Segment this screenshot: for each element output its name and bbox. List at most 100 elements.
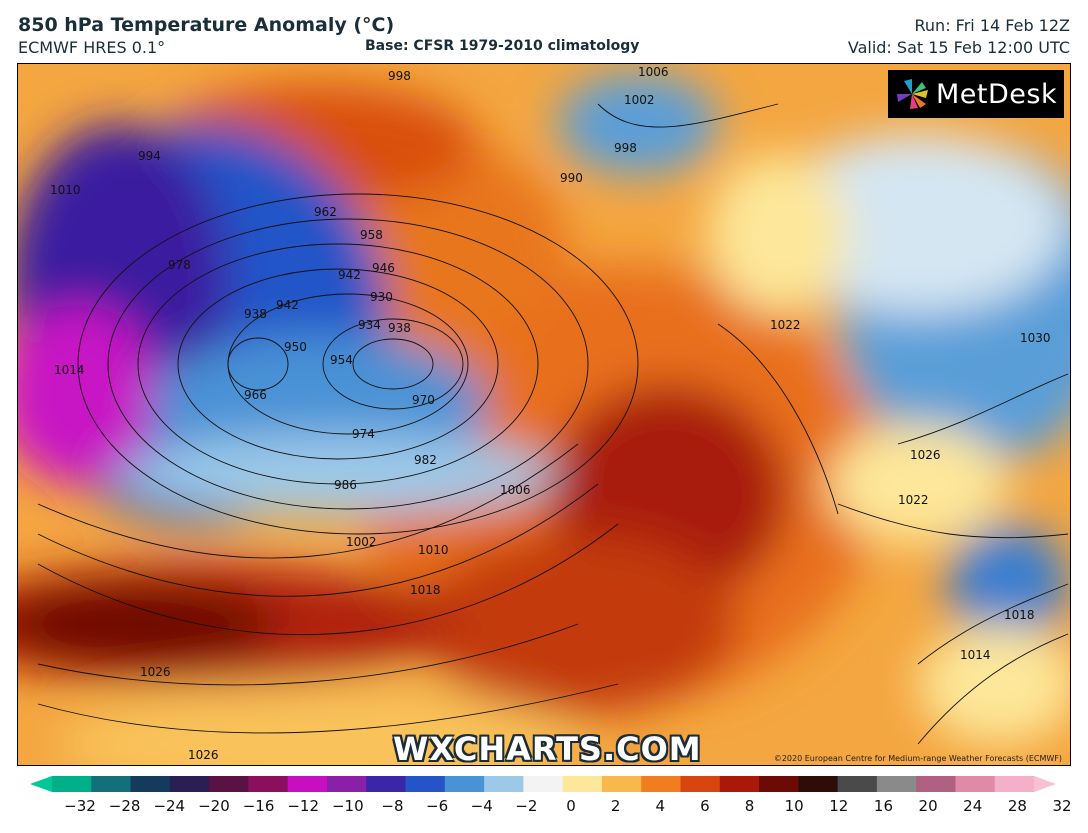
isobar-label: 962 bbox=[314, 205, 337, 219]
colorbar-cell bbox=[641, 776, 681, 792]
colorbar-cell bbox=[759, 776, 799, 792]
metdesk-logo-text: MetDesk bbox=[936, 78, 1058, 110]
colorbar-tick-label: −2 bbox=[515, 797, 538, 815]
colorbar-cell bbox=[523, 776, 564, 792]
isobar-label: 978 bbox=[168, 258, 191, 272]
isobar-label: 1018 bbox=[1004, 608, 1035, 622]
isobar-label: 1030 bbox=[1020, 331, 1051, 345]
colorbar-tick-label: 2 bbox=[610, 797, 621, 815]
colorbar-tick-label: −32 bbox=[64, 797, 96, 815]
colorbar-cell bbox=[955, 776, 996, 792]
copyright-notice: ©2020 European Centre for Medium-range W… bbox=[773, 754, 1062, 763]
colorbar-cell bbox=[837, 776, 878, 792]
isobar-label: 950 bbox=[284, 340, 307, 354]
metdesk-logo: MetDesk bbox=[888, 70, 1064, 118]
isobar-label: 938 bbox=[388, 321, 411, 335]
isobar-label: 942 bbox=[276, 298, 299, 312]
isobar-label: 986 bbox=[334, 478, 357, 492]
metdesk-pinwheel-icon bbox=[897, 79, 928, 109]
isobar-label: 1026 bbox=[910, 448, 941, 462]
isobar-label: 1002 bbox=[624, 93, 655, 107]
isobar-label: 1014 bbox=[960, 648, 991, 662]
climatology-base-label: Base: CFSR 1979-2010 climatology bbox=[365, 38, 640, 54]
valid-time-label: Valid: Sat 15 Feb 12:00 UTC bbox=[847, 38, 1070, 57]
colorbar-tick-label: 4 bbox=[655, 797, 666, 815]
colorbar-cell bbox=[444, 776, 485, 792]
isobar-label: 1010 bbox=[418, 543, 449, 557]
colorbar-tick-label: 24 bbox=[963, 797, 983, 815]
isobar-label: 938 bbox=[244, 307, 267, 321]
colorbar-cell bbox=[719, 776, 760, 792]
isobar-label: 934 bbox=[358, 318, 381, 332]
colorbar-tick-label: −12 bbox=[287, 797, 319, 815]
colorbar-cell bbox=[326, 776, 367, 792]
colorbar-cell bbox=[680, 776, 721, 792]
colorbar-cell bbox=[562, 776, 603, 792]
isobar-lines bbox=[37, 103, 1069, 745]
isobar-label: 1026 bbox=[188, 748, 219, 762]
isobar-label: 942 bbox=[338, 268, 361, 282]
colorbar-cell bbox=[366, 776, 407, 792]
colorbar-tick-label: 8 bbox=[744, 797, 755, 815]
colorbar-tick-label: −28 bbox=[108, 797, 141, 815]
colorbar-tick-label: −8 bbox=[381, 797, 404, 815]
colorbar-tick-label: −20 bbox=[198, 797, 230, 815]
colorbar-tick-label: −24 bbox=[153, 797, 186, 815]
isobar-label: 1022 bbox=[898, 493, 929, 507]
isobar-label: 958 bbox=[360, 228, 383, 242]
isobar-label: 974 bbox=[352, 427, 375, 441]
isobar-label: 1022 bbox=[770, 318, 801, 332]
isobar-label: 1014 bbox=[54, 363, 85, 377]
colorbar-tick-label: 16 bbox=[873, 797, 893, 815]
colorbar-cell bbox=[91, 776, 132, 792]
isobar-label: 1006 bbox=[638, 65, 669, 79]
isobar-label: 930 bbox=[370, 290, 393, 304]
colorbar-tick-label: 28 bbox=[1007, 797, 1027, 815]
colorbar-tick-label: 0 bbox=[566, 797, 576, 815]
colorbar-tick-label: −6 bbox=[426, 797, 449, 815]
colorbar-cell bbox=[209, 776, 249, 792]
colorbar-cell bbox=[169, 776, 210, 792]
isobar-label: 970 bbox=[412, 393, 435, 407]
colorbar-cell bbox=[52, 776, 92, 792]
colorbar-min-arrow bbox=[30, 776, 52, 792]
colorbar-tick-label: 12 bbox=[829, 797, 849, 815]
map-canvas: 998 1006 1002 998 990 994 1010 978 962 9… bbox=[18, 64, 1070, 765]
isobar-label: 1018 bbox=[410, 583, 441, 597]
colorbar-cell bbox=[798, 776, 839, 792]
colorbar-tick-label: 20 bbox=[918, 797, 938, 815]
colorbar-tick-label: −10 bbox=[331, 797, 364, 815]
isobar-label: 994 bbox=[138, 149, 161, 163]
colorbar-max-arrow bbox=[1034, 776, 1056, 792]
colorbar bbox=[30, 776, 1056, 792]
colorbar-cell bbox=[248, 776, 289, 792]
isobar-label: 990 bbox=[560, 171, 583, 185]
model-label: ECMWF HRES 0.1° bbox=[18, 38, 166, 57]
isobar-label: 966 bbox=[244, 388, 267, 402]
isobar-labels: 998 1006 1002 998 990 994 1010 978 962 9… bbox=[50, 65, 1051, 762]
colorbar-cell bbox=[484, 776, 524, 792]
chart-title: 850 hPa Temperature Anomaly (°C) bbox=[18, 14, 395, 36]
colorbar-cell bbox=[130, 776, 171, 792]
colorbar-tick-label: −4 bbox=[470, 797, 493, 815]
colorbar-cell bbox=[287, 776, 328, 792]
isobar-label: 1010 bbox=[50, 183, 81, 197]
colorbar-cell bbox=[994, 776, 1035, 792]
isobar-label: 982 bbox=[414, 453, 437, 467]
anomaly-map[interactable]: 998 1006 1002 998 990 994 1010 978 962 9… bbox=[17, 63, 1071, 766]
isobar-label: 1006 bbox=[500, 483, 531, 497]
wxcharts-watermark: WXCHARTS.COM bbox=[393, 730, 702, 766]
colorbar-tick-label: −16 bbox=[242, 797, 275, 815]
colorbar-cell bbox=[405, 776, 446, 792]
isobar-label: 946 bbox=[372, 261, 395, 275]
isobar-label: 1026 bbox=[140, 665, 171, 679]
colorbar-cell bbox=[601, 776, 642, 792]
colorbar-tick-label: 6 bbox=[700, 797, 710, 815]
isobar-label: 998 bbox=[614, 141, 637, 155]
isobar-label: 1002 bbox=[346, 535, 377, 549]
isobar-label: 998 bbox=[388, 69, 411, 83]
colorbar-cell bbox=[876, 776, 917, 792]
colorbar-tick-label: 32 bbox=[1052, 797, 1072, 815]
colorbar-cell bbox=[916, 776, 956, 792]
run-time-label: Run: Fri 14 Feb 12Z bbox=[914, 16, 1070, 35]
